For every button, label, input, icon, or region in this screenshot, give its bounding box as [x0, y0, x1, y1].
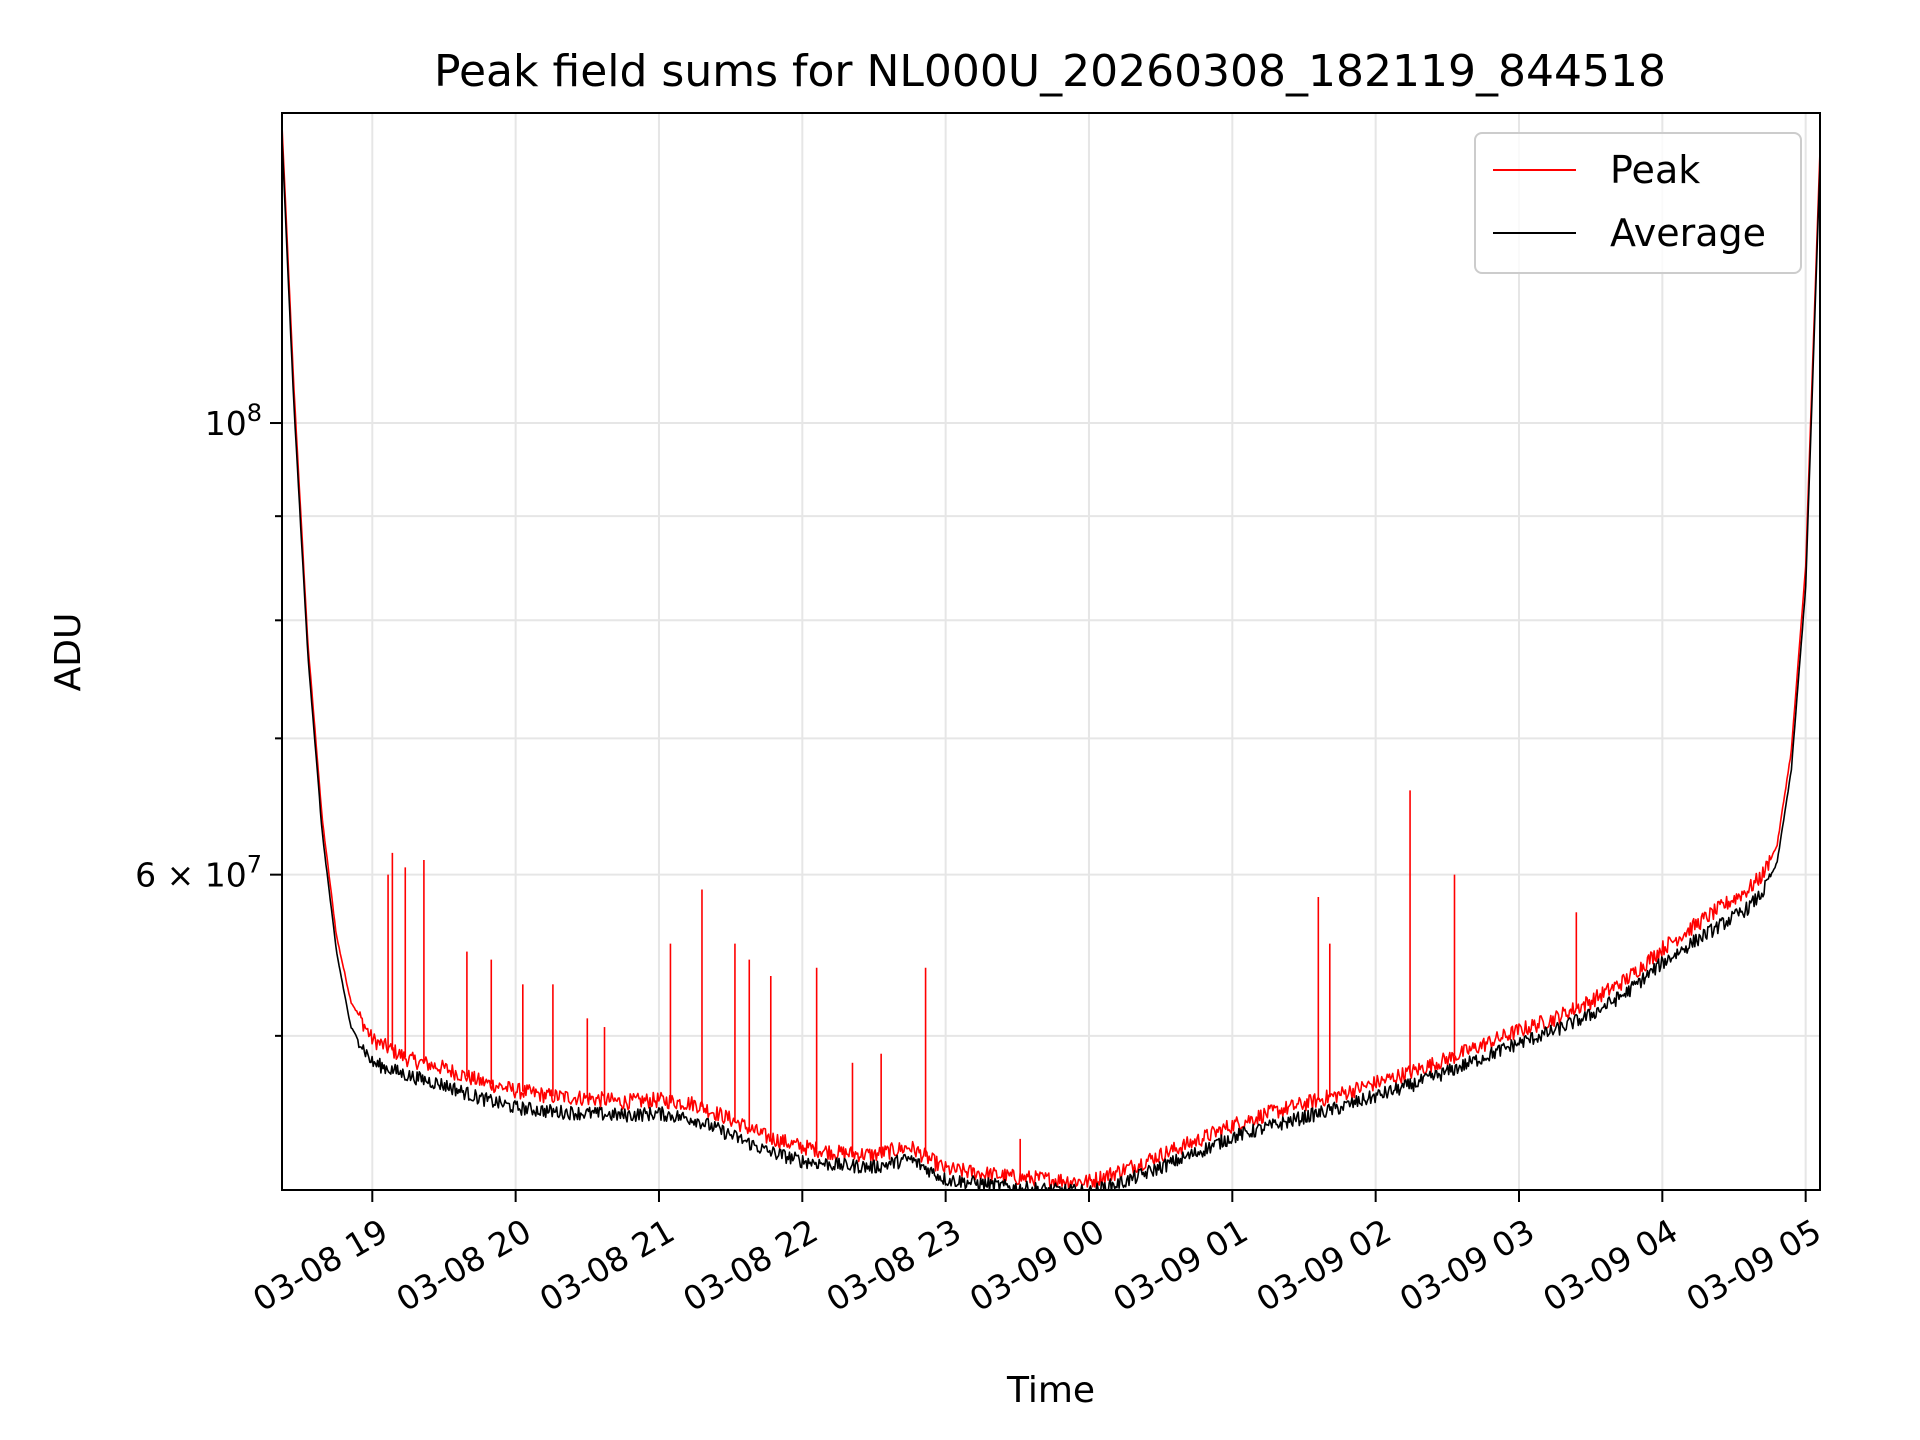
legend-box	[1474, 132, 1802, 274]
series-line-average	[282, 138, 1820, 1190]
x-axis-label: Time	[1006, 1370, 1095, 1411]
plot-area	[282, 125, 1820, 1190]
axes-frame	[281, 112, 1821, 1191]
grid-layer	[282, 113, 1820, 1190]
y-tick-label: 108	[205, 399, 262, 443]
legend-peak-label: Peak	[1610, 148, 1700, 192]
y-tick-label: 6 × 107	[135, 851, 262, 895]
legend-average-label: Average	[1610, 211, 1766, 255]
series-layer	[282, 125, 1820, 1190]
chart-title: Peak field sums for NL000U_20260308_1821…	[434, 46, 1666, 97]
legend: Peak Average	[1474, 132, 1802, 274]
y-axis-ticks: 108 6 × 107	[135, 399, 282, 1037]
y-axis-label: ADU	[48, 613, 89, 692]
